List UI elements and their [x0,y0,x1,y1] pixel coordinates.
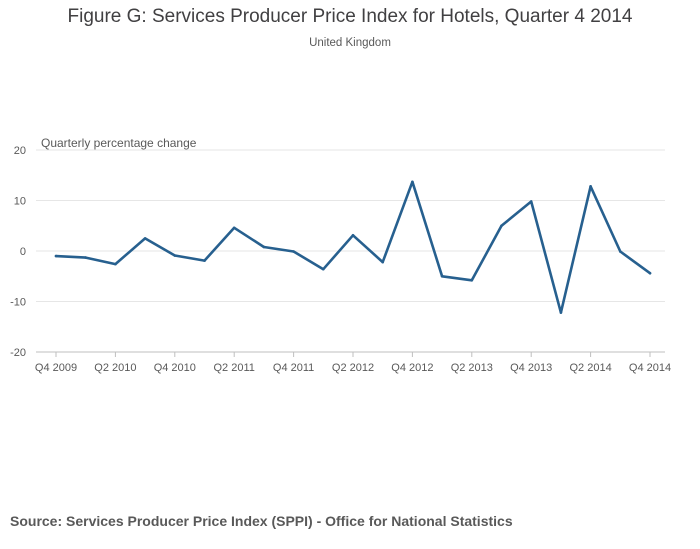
data-point [292,250,295,253]
y-tick-label: -10 [10,297,26,309]
data-point [143,237,147,240]
data-point [500,224,503,228]
chart-subtitle: United Kingdom [309,37,391,49]
data-point [470,278,474,282]
x-axis-ticks: Q4 2009 Q2 2010 Q4 2010 Q2 2011 Q4 2011 Q2 20… [35,352,671,374]
y-tick-label: 20 [14,145,26,157]
y-tick-label: -20 [10,347,26,359]
x-tick-label: Q4 2013 [510,362,552,374]
x-tick-label: Q2 2014 [569,362,611,374]
data-point [54,254,58,258]
x-tick-label: Q4 2011 [273,362,314,374]
data-point [173,254,177,257]
data-point [203,259,206,262]
data-point [559,311,563,314]
data-point [351,234,355,237]
chart-title: Figure G: Services Producer Price Index … [67,6,633,27]
data-point [589,185,592,188]
y-axis-ticks: 20 10 0 -10 -20 [10,145,26,359]
data-point [232,226,236,230]
data-point [529,200,533,203]
x-tick-label: Q2 2010 [94,362,136,374]
grid [36,149,665,302]
x-tick-label: Q4 2014 [629,362,671,374]
series [54,180,652,314]
x-tick-label: Q4 2009 [35,362,77,374]
x-tick-label: Q4 2012 [391,362,433,374]
y-axis-label: Quarterly percentage change [41,136,197,150]
data-point [411,180,414,184]
y-tick-label: 10 [14,196,26,208]
source-note: Source: Services Producer Price Index (S… [10,513,513,529]
x-tick-label: Q2 2012 [332,362,374,374]
x-tick-label: Q2 2011 [214,362,255,374]
data-point [84,256,87,259]
line-chart: Quarterly percentage change 20100-10-20 … [10,136,671,374]
x-tick-label: Q4 2010 [154,362,196,374]
data-point [619,250,622,253]
series-line [54,180,652,314]
x-tick-label: Q2 2013 [451,362,493,374]
data-point [440,274,444,278]
data-point [381,260,385,264]
y-tick-label: 0 [20,246,26,258]
data-point [114,262,117,266]
data-point [262,245,266,249]
data-point [322,267,325,271]
data-point [648,271,652,275]
